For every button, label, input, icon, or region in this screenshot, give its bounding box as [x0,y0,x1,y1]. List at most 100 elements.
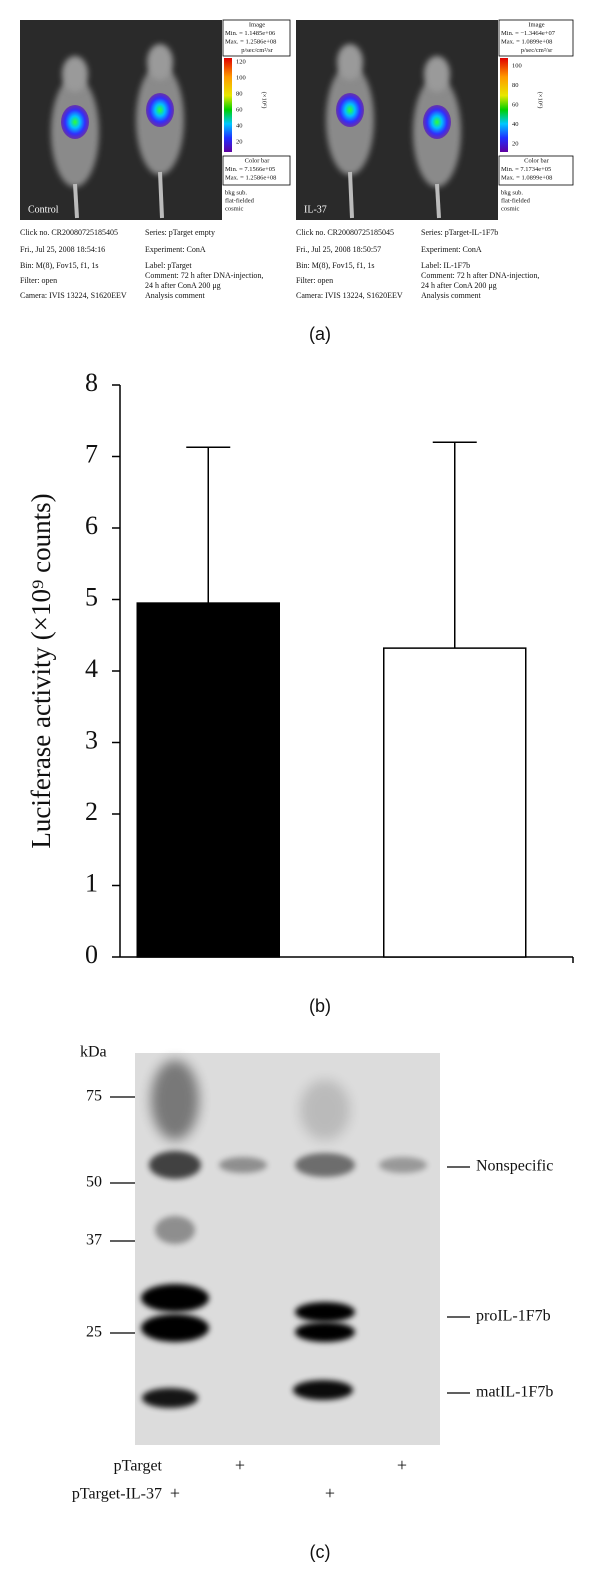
info: Camera: IVIS 13224, S1620EEV [296,291,403,300]
mouse-head [147,44,173,80]
imaging-photo [20,20,222,220]
y-tick-label: 7 [85,439,98,468]
blot-band [379,1157,427,1173]
info: Camera: IVIS 13224, S1620EEV [20,291,127,300]
scale-multiplier: (×10⁶) [261,92,268,109]
marker-label: 25 [86,1324,102,1341]
y-tick-label: 4 [85,654,98,683]
lane-mark: + [325,1483,335,1503]
scale-min: Min. = 1.1485e+06 [225,30,276,37]
colorbar-box [498,155,574,186]
info: Analysis comment [145,291,206,300]
processing: cosmic [501,205,520,212]
scale-max: Max. = 1.0899e+08 [501,38,552,45]
scale-title: Image [528,21,544,28]
scale-max: Max. = 1.2586e+08 [225,38,276,45]
signal [61,105,89,139]
y-tick-label: 8 [85,368,98,397]
info: Filter: open [296,276,333,285]
band-label: proIL-1F7b [476,1308,551,1325]
info: Label: IL-1F7b [421,261,470,270]
unit-label: kDa [80,1044,107,1061]
blot-band [295,1153,355,1177]
image-label: IL-37 [304,204,327,215]
y-tick-label: 6 [85,511,98,540]
caption: (a) [309,324,331,344]
marker-label: 50 [86,1174,102,1191]
scale-unit: p/sec/cm²/sr [241,47,273,54]
scale-tick: 100 [512,62,522,69]
info: Series: pTarget empty [145,228,215,237]
color-scale [224,58,232,152]
color-scale [500,58,508,152]
mouse-tail [435,183,441,219]
blot-band [142,1388,198,1408]
lane-mark: + [170,1483,180,1503]
scale-box [498,19,574,57]
scale-tick: 120 [236,58,246,65]
mouse-tail [73,183,79,219]
blot-band [141,1284,209,1312]
scale-tick: 100 [236,74,246,81]
blot-band [293,1380,353,1400]
info: Bin: M(8), Fov15, f1, 1s [296,261,374,270]
colorbar-max: Max. = 1.0899e+08 [501,174,552,181]
info: Series: pTarget-IL-1F7b [421,228,498,237]
band-label: matIL-1F7b [476,1384,553,1401]
y-tick-label: 2 [85,797,98,826]
bar [383,647,527,958]
blot-band [300,1080,350,1140]
scale-tick: 80 [512,82,519,89]
info: Analysis comment [421,291,482,300]
info: Comment: 72 h after DNA-injection, [145,271,263,280]
colorbar-box [222,155,291,186]
colorbar-title: Color bar [524,157,550,164]
caption: (b) [309,996,331,1016]
info: 24 h after ConA 200 μg [145,281,221,290]
scale-tick: 40 [512,121,519,128]
info: Click no. CR20080725185045 [296,228,394,237]
mouse-head [424,56,450,92]
scale-title: Image [249,21,265,28]
processing: flat-fielded [501,197,531,204]
processing: cosmic [225,205,244,212]
y-tick-label: 0 [85,940,98,969]
scale-tick: 60 [512,102,519,109]
mouse-head [337,44,363,80]
info: 24 h after ConA 200 μg [421,281,497,290]
signal [423,105,451,139]
scale-box [222,19,291,57]
lane-mark: + [235,1455,245,1475]
scale-multiplier: (×10⁶) [537,92,544,109]
processing: flat-fielded [225,197,255,204]
mouse-head [62,56,88,92]
y-tick-label: 3 [85,725,98,754]
signal [336,93,364,127]
processing: bkg sub. [501,189,523,196]
mouse-tail [158,171,164,219]
blot-band [295,1322,355,1342]
info: Comment: 72 h after DNA-injection, [421,271,539,280]
info: Label: pTarget [145,261,192,270]
scale-unit: p/sec/cm²/sr [521,47,553,54]
blot-band [141,1314,209,1342]
image-label: Control [28,204,59,215]
info: Experiment: ConA [421,245,482,254]
info: Filter: open [20,276,57,285]
colorbar-min: Min. = 7.1566e+05 [225,166,275,173]
y-tick-label: 1 [85,868,98,897]
colorbar-min: Min. = 7.1734e+05 [501,166,551,173]
scale-tick: 80 [236,90,243,97]
info: Click no. CR20080725185405 [20,228,118,237]
blot-band [151,1060,199,1140]
scale-tick: 40 [236,122,243,129]
info: Fri., Jul 25, 2008 18:50:57 [296,245,381,254]
scale-min: Min. = −1.3464e+07 [501,30,556,37]
blot-band [219,1157,267,1173]
signal [146,93,174,127]
info: Fri., Jul 25, 2008 18:54:16 [20,245,105,254]
marker-label: 75 [86,1088,102,1105]
blot-band [149,1151,201,1179]
